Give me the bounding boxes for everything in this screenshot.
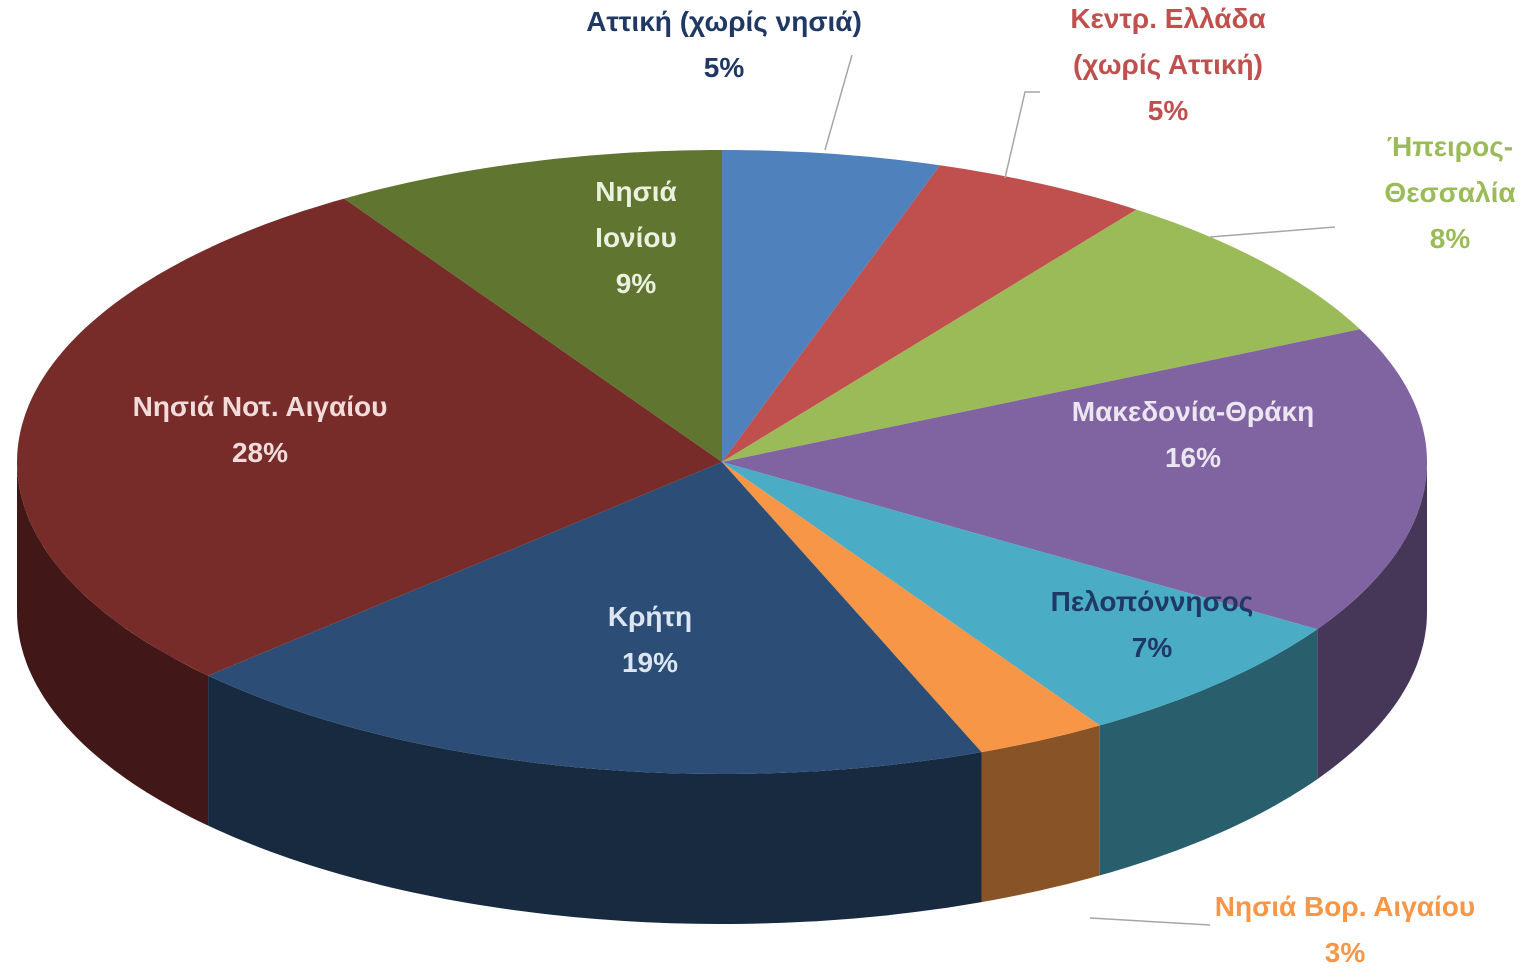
leader-line xyxy=(1209,226,1336,238)
slice xyxy=(722,462,1318,726)
leader-line xyxy=(1089,917,1211,926)
slice xyxy=(722,150,940,462)
category-label: Ήπειρος-Θεσσαλία xyxy=(1384,131,1516,208)
category-label: Νησιά Ιονίου xyxy=(595,176,677,253)
slice xyxy=(722,165,1137,463)
slice xyxy=(722,462,1100,753)
value-label: 5% xyxy=(703,52,745,83)
slice xyxy=(208,462,982,774)
category-label: Αττική (χωρίς νησιά) xyxy=(586,6,862,37)
slice-side xyxy=(17,462,209,826)
data-label: Μακεδονία-Θράκη 16% xyxy=(1013,389,1373,481)
value-label: 28% xyxy=(231,437,289,468)
slice xyxy=(722,209,1360,462)
category-label: Νησιά Νοτ. Αιγαίου xyxy=(132,391,388,422)
slice xyxy=(17,198,722,676)
slice-side xyxy=(208,675,982,924)
category-label: Πελοπόννησος xyxy=(1050,586,1254,617)
value-label: 8% xyxy=(1429,223,1471,254)
category-label: Κρήτη xyxy=(607,601,693,632)
value-label: 7% xyxy=(1131,632,1173,663)
slice xyxy=(344,150,722,462)
data-label: Νησιά Ιονίου 9% xyxy=(566,169,706,307)
slice-side xyxy=(1317,462,1427,780)
value-label: 5% xyxy=(1147,95,1189,126)
leader-line xyxy=(1004,91,1040,179)
data-label: Κρήτη 19% xyxy=(550,594,750,686)
category-label: Μακεδονία-Θράκη xyxy=(1071,396,1315,427)
data-label: Πελοπόννησος 7% xyxy=(1002,579,1302,671)
value-label: 9% xyxy=(615,268,657,299)
category-label: Νησιά Βορ. Αιγαίου xyxy=(1214,891,1476,922)
slice-side xyxy=(981,725,1100,903)
leader-line xyxy=(824,54,853,151)
value-label: 3% xyxy=(1324,937,1366,968)
slice-side xyxy=(1099,629,1318,876)
slice xyxy=(722,329,1427,630)
data-label: Ήπειρος-Θεσσαλία 8% xyxy=(1365,124,1526,262)
category-label: Κεντρ. Ελλάδα (χωρίς Αττική) xyxy=(1070,3,1266,80)
data-label: Κεντρ. Ελλάδα (χωρίς Αττική) 5% xyxy=(1048,0,1288,134)
data-label: Νησιά Νοτ. Αιγαίου 28% xyxy=(90,384,430,476)
data-label: Νησιά Βορ. Αιγαίου 3% xyxy=(1195,884,1495,969)
value-label: 19% xyxy=(621,647,679,678)
data-label: Αττική (χωρίς νησιά) 5% xyxy=(559,0,889,91)
value-label: 16% xyxy=(1164,442,1222,473)
